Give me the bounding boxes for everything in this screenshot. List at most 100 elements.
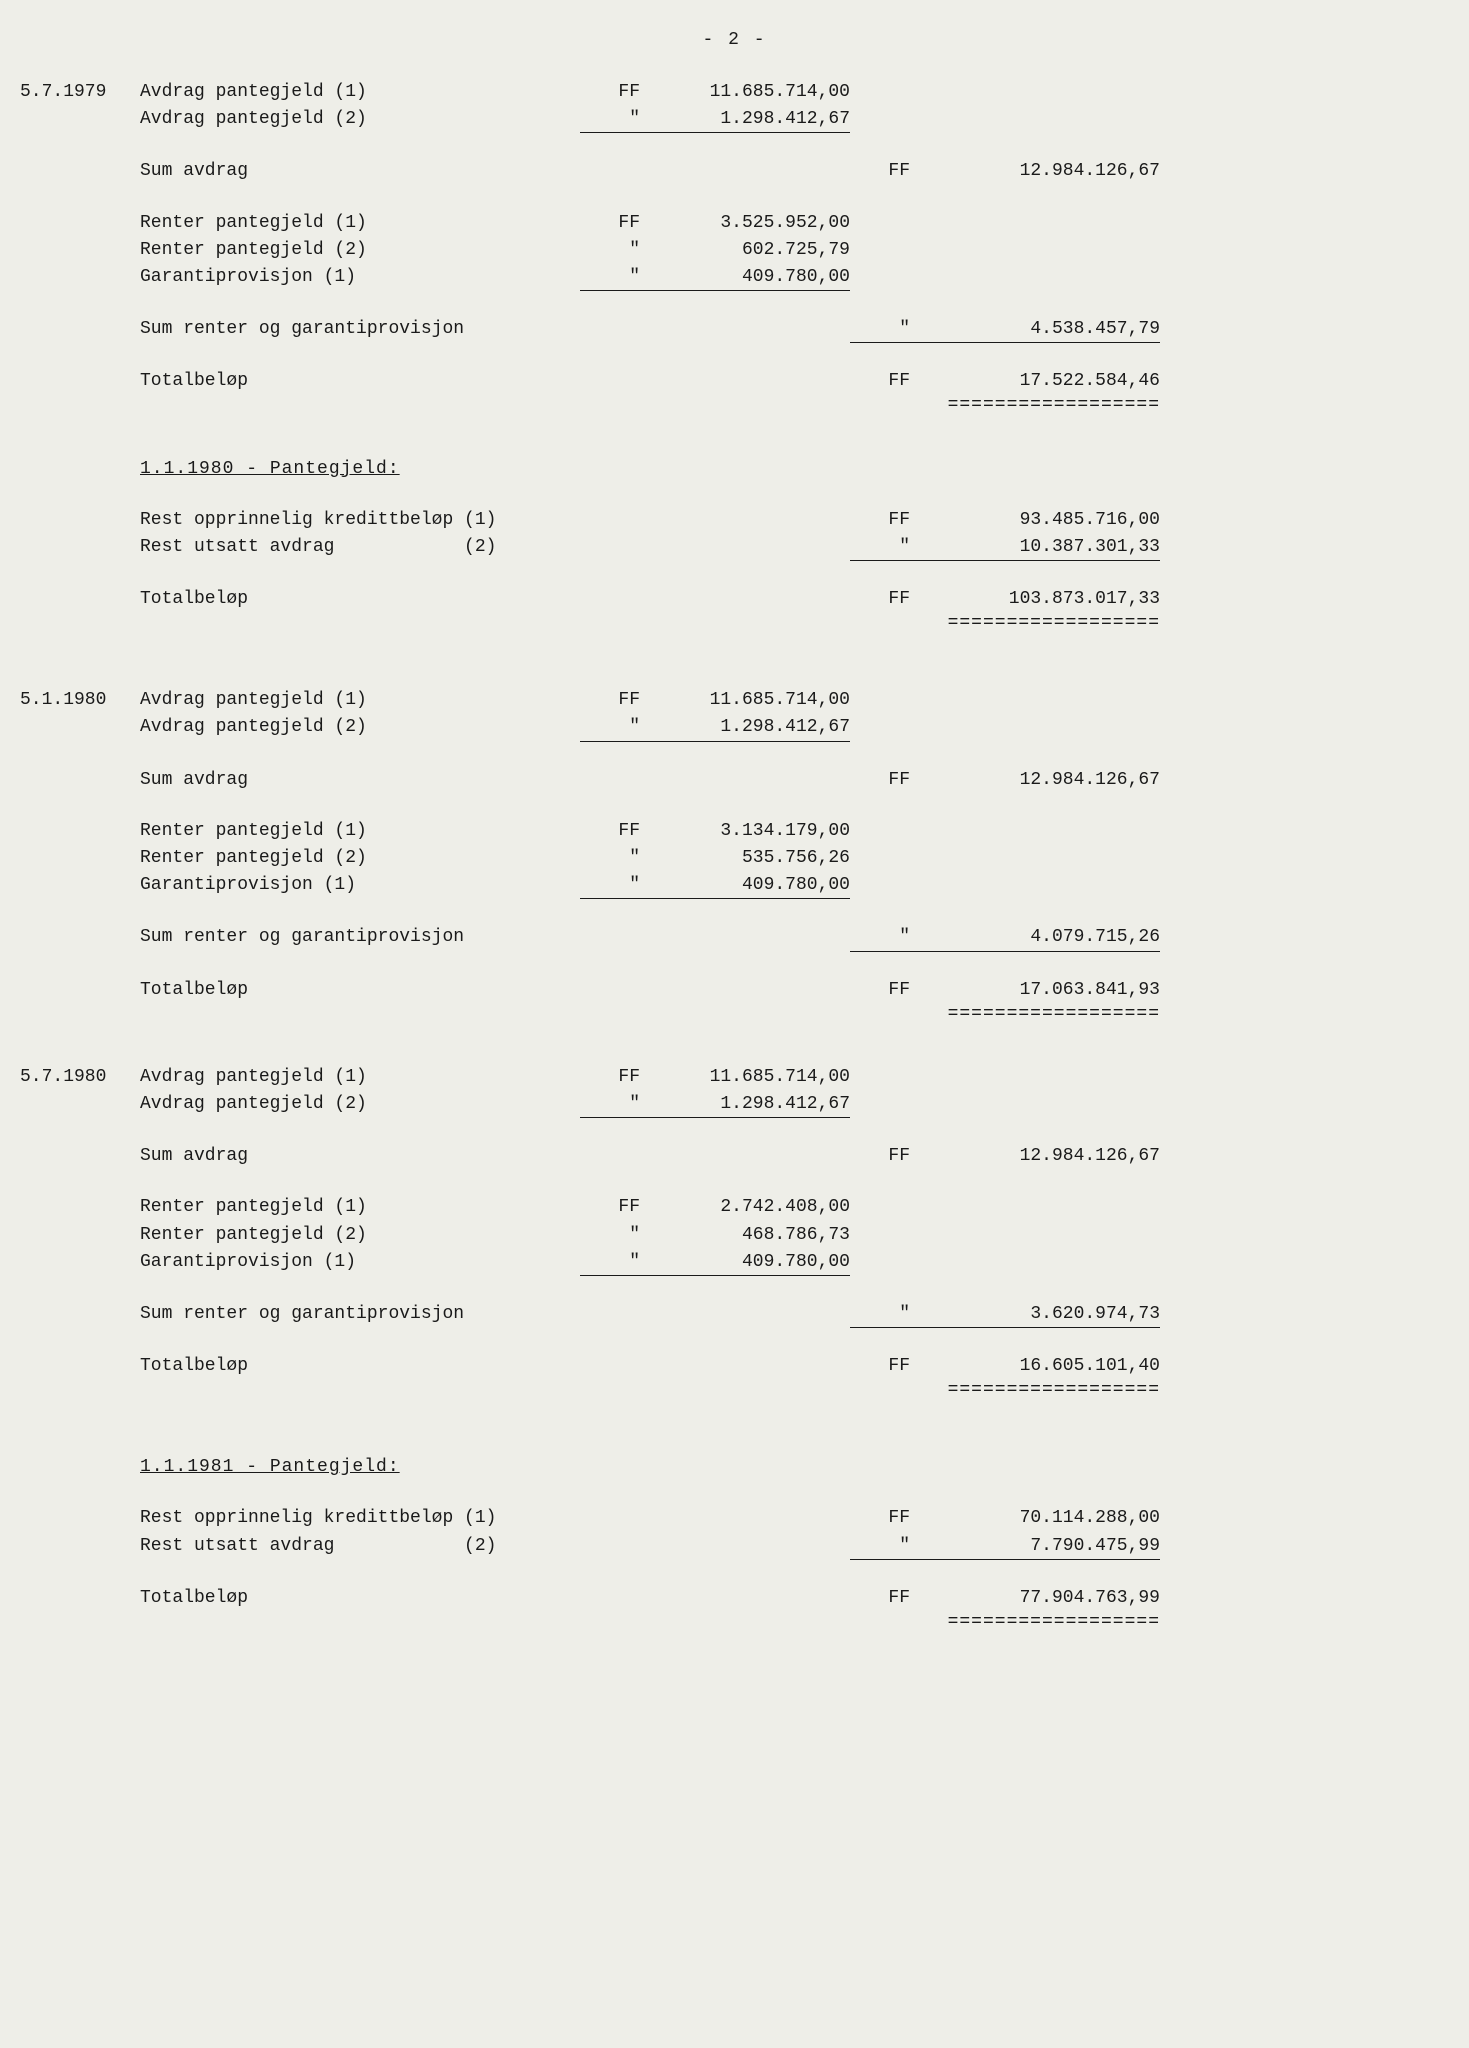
line-item: Rest opprinnelig kredittbeløp (1) FF 93.… [20, 508, 1449, 533]
description: Avdrag pantegjeld (1) [140, 688, 580, 713]
line-item: Renter pantegjeld (2) " 602.725,79 [20, 238, 1449, 263]
amount: 17.063.841,93 [920, 978, 1160, 1003]
line-item: Avdrag pantegjeld (2) " 1.298.412,67 [20, 1092, 1449, 1118]
currency: FF [850, 369, 920, 394]
line-item: Renter pantegjeld (1) FF 2.742.408,00 [20, 1195, 1449, 1220]
amount: 11.685.714,00 [650, 1065, 850, 1090]
currency: " [580, 238, 650, 263]
sum-row: Sum avdrag FF 12.984.126,67 [20, 1144, 1449, 1169]
description: Avdrag pantegjeld (2) [140, 1092, 580, 1118]
amount: 602.725,79 [650, 238, 850, 263]
amount: 409.780,00 [650, 1250, 850, 1276]
sum-row: Sum avdrag FF 12.984.126,67 [20, 159, 1449, 184]
date: 5.7.1979 [20, 80, 140, 105]
sum-row: Sum avdrag FF 12.984.126,67 [20, 768, 1449, 793]
amount: 1.298.412,67 [650, 107, 850, 133]
section-header-row: 1.1.1980 - Pantegjeld: [20, 457, 1449, 482]
description: Avdrag pantegjeld (1) [140, 1065, 580, 1090]
line-item: 5.7.1980 Avdrag pantegjeld (1) FF 11.685… [20, 1065, 1449, 1090]
description: Sum avdrag [140, 1144, 580, 1169]
description: Sum renter og garantiprovisjon [140, 1302, 580, 1328]
date: 5.7.1980 [20, 1065, 140, 1090]
currency: FF [580, 211, 650, 236]
description: Renter pantegjeld (2) [140, 238, 580, 263]
description: Avdrag pantegjeld (2) [140, 715, 580, 741]
description: Totalbeløp [140, 369, 580, 394]
line-item: Renter pantegjeld (1) FF 3.525.952,00 [20, 211, 1449, 236]
description: Totalbeløp [140, 1354, 580, 1379]
amount: 409.780,00 [650, 265, 850, 291]
currency: " [580, 265, 650, 291]
amount: 16.605.101,40 [920, 1354, 1160, 1379]
currency: " [850, 1302, 920, 1328]
currency: " [850, 535, 920, 561]
document-page: - 2 - 5.7.1979 Avdrag pantegjeld (1) FF … [20, 30, 1449, 1611]
amount: 11.685.714,00 [650, 688, 850, 713]
amount: 3.134.179,00 [650, 819, 850, 844]
description: Sum avdrag [140, 159, 580, 184]
line-item: Rest opprinnelig kredittbeløp (1) FF 70.… [20, 1506, 1449, 1531]
currency: FF [850, 768, 920, 793]
description: Rest utsatt avdrag (2) [140, 1534, 580, 1560]
currency: FF [580, 819, 650, 844]
description: Rest opprinnelig kredittbeløp (1) [140, 1506, 580, 1531]
currency: " [580, 1223, 650, 1248]
description: Renter pantegjeld (2) [140, 1223, 580, 1248]
amount: 468.786,73 [650, 1223, 850, 1248]
amount: 2.742.408,00 [650, 1195, 850, 1220]
description: Renter pantegjeld (2) [140, 846, 580, 871]
sum-row: Sum renter og garantiprovisjon " 3.620.9… [20, 1302, 1449, 1328]
currency: " [580, 846, 650, 871]
amount: 11.685.714,00 [650, 80, 850, 105]
total-row: Totalbeløp FF 103.873.017,33 [20, 587, 1449, 612]
description: Sum avdrag [140, 768, 580, 793]
currency: FF [850, 587, 920, 612]
currency: FF [850, 1354, 920, 1379]
currency: " [850, 1534, 920, 1560]
amount: 4.079.715,26 [920, 925, 1160, 951]
description: Renter pantegjeld (1) [140, 1195, 580, 1220]
description: Garantiprovisjon (1) [140, 1250, 580, 1276]
line-item: Garantiprovisjon (1) " 409.780,00 [20, 1250, 1449, 1276]
amount: 1.298.412,67 [650, 1092, 850, 1118]
total-row: Totalbeløp FF 16.605.101,40 [20, 1354, 1449, 1379]
section-header-row: 1.1.1981 - Pantegjeld: [20, 1455, 1449, 1480]
amount: 535.756,26 [650, 846, 850, 871]
currency: " [580, 715, 650, 741]
amount: 12.984.126,67 [920, 1144, 1160, 1169]
currency: FF [850, 1506, 920, 1531]
description: Avdrag pantegjeld (1) [140, 80, 580, 105]
line-item: Renter pantegjeld (1) FF 3.134.179,00 [20, 819, 1449, 844]
currency: FF [850, 978, 920, 1003]
amount: 409.780,00 [650, 873, 850, 899]
amount: 1.298.412,67 [650, 715, 850, 741]
total-row: Totalbeløp FF 17.063.841,93 [20, 978, 1449, 1003]
description: Totalbeløp [140, 978, 580, 1003]
amount: 93.485.716,00 [920, 508, 1160, 533]
sum-row: Sum renter og garantiprovisjon " 4.538.4… [20, 317, 1449, 343]
line-item: Rest utsatt avdrag (2) " 7.790.475,99 [20, 1534, 1449, 1560]
date: 5.1.1980 [20, 688, 140, 713]
currency: " [850, 317, 920, 343]
total-row: Totalbeløp FF 77.904.763,99 [20, 1586, 1449, 1611]
line-item: Garantiprovisjon (1) " 409.780,00 [20, 265, 1449, 291]
line-item: 5.7.1979 Avdrag pantegjeld (1) FF 11.685… [20, 80, 1449, 105]
line-item: Renter pantegjeld (2) " 468.786,73 [20, 1223, 1449, 1248]
currency: " [580, 107, 650, 133]
currency: FF [580, 1065, 650, 1090]
description: Renter pantegjeld (1) [140, 819, 580, 844]
line-item: Avdrag pantegjeld (2) " 1.298.412,67 [20, 107, 1449, 133]
amount: 7.790.475,99 [920, 1534, 1160, 1560]
line-item: 5.1.1980 Avdrag pantegjeld (1) FF 11.685… [20, 688, 1449, 713]
description: Rest opprinnelig kredittbeløp (1) [140, 508, 580, 533]
amount: 17.522.584,46 [920, 369, 1160, 394]
amount: 103.873.017,33 [920, 587, 1160, 612]
amount: 77.904.763,99 [920, 1586, 1160, 1611]
currency: FF [850, 159, 920, 184]
section-header: 1.1.1981 - Pantegjeld: [140, 1455, 580, 1480]
description: Garantiprovisjon (1) [140, 873, 580, 899]
amount: 4.538.457,79 [920, 317, 1160, 343]
amount: 3.525.952,00 [650, 211, 850, 236]
description: Rest utsatt avdrag (2) [140, 535, 580, 561]
sum-row: Sum renter og garantiprovisjon " 4.079.7… [20, 925, 1449, 951]
